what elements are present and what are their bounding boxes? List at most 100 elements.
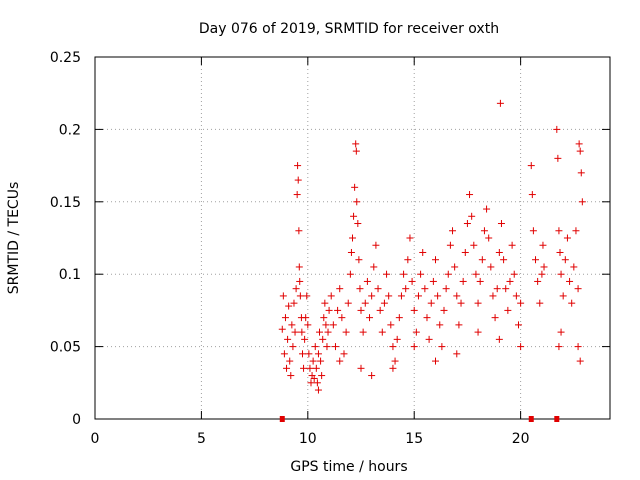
data-point [419, 248, 427, 256]
gap-markers [279, 416, 560, 422]
data-point [296, 277, 304, 285]
data-point [336, 285, 344, 293]
data-point [324, 328, 332, 336]
data-point [532, 256, 540, 264]
data-point [446, 241, 454, 249]
data-point [539, 241, 547, 249]
data-point [376, 306, 384, 314]
data-point [427, 299, 435, 307]
data-point [370, 263, 378, 271]
data-point [372, 241, 380, 249]
data-point [350, 212, 358, 220]
data-point [314, 386, 322, 394]
data-point [400, 270, 408, 278]
data-point [504, 306, 512, 314]
data-point [346, 270, 354, 278]
x-tick-label: 10 [299, 431, 317, 447]
data-point [491, 314, 499, 322]
data-point [538, 270, 546, 278]
data-point [472, 270, 480, 278]
data-point [359, 328, 367, 336]
data-point [429, 277, 437, 285]
data-point [500, 256, 508, 264]
data-point [317, 357, 325, 365]
data-point [280, 350, 288, 358]
data-point [321, 299, 329, 307]
data-point [351, 183, 359, 191]
data-point [466, 191, 474, 199]
data-point [305, 350, 313, 358]
data-point [517, 343, 525, 351]
data-point [576, 147, 584, 155]
data-point [442, 285, 450, 293]
data-point [438, 343, 446, 351]
x-tick-label: 20 [512, 431, 530, 447]
data-point [327, 292, 335, 300]
data-point [281, 314, 289, 322]
data-point [301, 335, 309, 343]
data-point [555, 343, 563, 351]
data-point [374, 285, 382, 293]
axis-ticks: 0 0.05 0.1 0.15 0.2 0.25 0 5 10 15 20 [50, 50, 610, 447]
data-point [570, 263, 578, 271]
data-point [459, 277, 467, 285]
data-point [389, 364, 397, 372]
data-point [476, 277, 484, 285]
data-point [540, 263, 548, 271]
data-point [553, 125, 561, 133]
data-point [480, 227, 488, 235]
data-point [496, 99, 504, 107]
data-point [529, 227, 537, 235]
data-point [323, 343, 331, 351]
plot-frame [94, 56, 611, 420]
data-point [563, 234, 571, 242]
data-point [357, 364, 365, 372]
data-point [309, 357, 317, 365]
data-point [294, 176, 302, 184]
data-point [278, 325, 286, 333]
data-point [395, 314, 403, 322]
data-point [497, 220, 505, 228]
data-point [474, 299, 482, 307]
data-point [352, 147, 360, 155]
x-axis-label: GPS time / hours [290, 459, 407, 475]
data-point [502, 285, 510, 293]
data-point [385, 292, 393, 300]
data-point [363, 277, 371, 285]
data-point [434, 292, 442, 300]
data-point [508, 241, 516, 249]
data-point [298, 350, 306, 358]
data-point [349, 234, 356, 242]
data-point [354, 220, 362, 228]
data-point [283, 364, 291, 372]
data-point [331, 343, 339, 351]
data-point [312, 364, 320, 372]
data-point [319, 335, 327, 343]
data-point [457, 299, 465, 307]
data-point [389, 343, 397, 351]
data-point [574, 285, 582, 293]
gap-marker [528, 416, 534, 422]
data-point [414, 292, 422, 300]
data-points [278, 99, 586, 394]
data-point [514, 321, 522, 329]
data-point [406, 234, 414, 242]
y-tick-label: 0 [72, 412, 81, 428]
y-tick-label: 0.15 [50, 195, 81, 211]
data-point [307, 379, 315, 387]
grid-lines [95, 57, 610, 419]
data-point [289, 343, 297, 351]
data-point [313, 379, 321, 387]
data-point [528, 191, 536, 199]
data-point [295, 227, 303, 235]
data-point [485, 234, 493, 242]
data-point [404, 256, 412, 264]
data-point [378, 328, 386, 336]
data-point [298, 328, 306, 336]
data-point [576, 357, 584, 365]
data-point [495, 248, 503, 256]
x-tick-label: 5 [197, 431, 206, 447]
data-point [294, 162, 302, 170]
data-point [449, 227, 457, 235]
